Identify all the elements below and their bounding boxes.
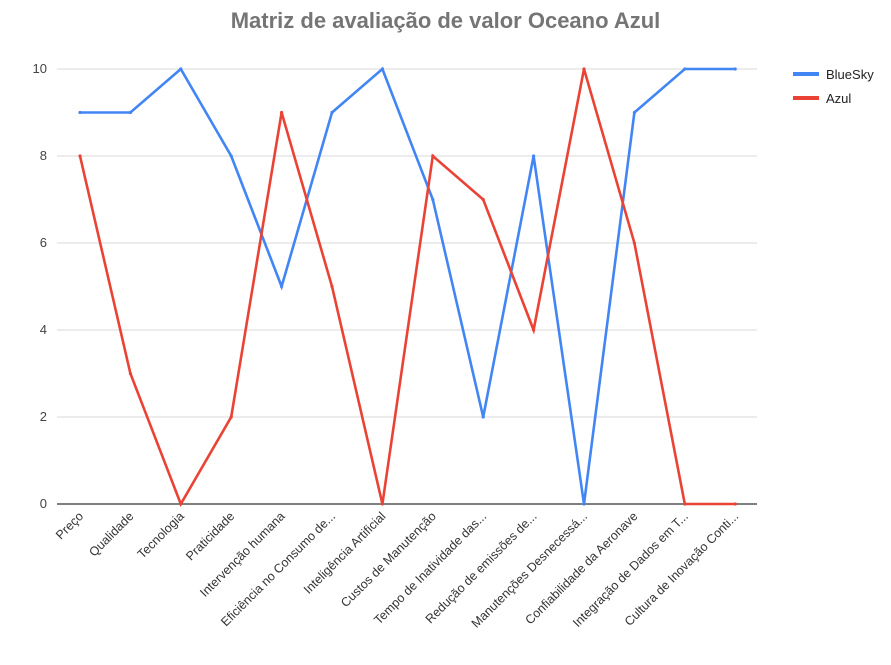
data-point-bluesky[interactable] xyxy=(78,110,82,115)
data-point-azul[interactable] xyxy=(431,154,435,158)
x-axis-category-labels: Preço QualidadeTecnologiaPraticidadeInter… xyxy=(53,509,741,630)
data-point-bluesky[interactable] xyxy=(380,67,384,71)
data-point-azul[interactable] xyxy=(683,502,687,506)
data-point-azul[interactable] xyxy=(330,284,334,289)
legend-swatch-azul xyxy=(793,96,819,100)
y-tick-label: 10 xyxy=(33,61,47,76)
legend-item-bluesky[interactable]: BlueSky xyxy=(793,62,874,86)
chart-title: Matriz de avaliação de valor Oceano Azul xyxy=(230,8,661,33)
data-point-bluesky[interactable] xyxy=(330,110,334,115)
x-category-label: Preço xyxy=(53,509,86,542)
data-point-bluesky[interactable] xyxy=(229,154,233,158)
x-category-label: Qualidade xyxy=(86,509,136,559)
data-point-bluesky[interactable] xyxy=(128,110,132,115)
y-tick-label: 2 xyxy=(40,409,47,424)
data-point-bluesky[interactable] xyxy=(280,284,284,289)
x-category-label: Tecnologia xyxy=(135,509,187,561)
data-point-azul[interactable] xyxy=(733,502,737,506)
y-tick-label: 0 xyxy=(40,496,47,511)
x-category-label: Intervenção humana xyxy=(197,509,288,600)
y-axis-ticks: 0 2 4 6 8 10 xyxy=(33,61,47,511)
data-point-azul[interactable] xyxy=(229,415,233,419)
x-category-label: Custos de Manutenção xyxy=(338,509,439,610)
y-tick-label: 8 xyxy=(40,148,47,163)
data-point-azul[interactable] xyxy=(78,154,82,158)
x-category-label: Praticidade xyxy=(183,509,237,563)
data-point-bluesky[interactable] xyxy=(532,154,536,158)
data-point-azul[interactable] xyxy=(380,502,384,506)
series-line-azul[interactable] xyxy=(78,68,737,507)
data-point-azul[interactable] xyxy=(582,67,586,71)
y-tick-label: 4 xyxy=(40,322,47,337)
legend: BlueSky Azul xyxy=(793,62,874,110)
data-point-azul[interactable] xyxy=(179,502,183,506)
legend-swatch-bluesky xyxy=(793,72,819,76)
data-point-bluesky[interactable] xyxy=(582,502,586,506)
data-point-bluesky[interactable] xyxy=(481,415,485,419)
series-lines xyxy=(78,66,737,507)
data-point-azul[interactable] xyxy=(481,197,485,202)
data-point-bluesky[interactable] xyxy=(683,67,687,71)
data-point-azul[interactable] xyxy=(532,328,536,332)
data-point-bluesky[interactable] xyxy=(632,110,637,115)
legend-item-azul[interactable]: Azul xyxy=(793,86,874,110)
data-point-bluesky[interactable] xyxy=(179,67,183,71)
data-point-azul[interactable] xyxy=(632,241,637,245)
y-tick-label: 6 xyxy=(40,235,47,250)
data-point-bluesky[interactable] xyxy=(733,67,737,71)
data-point-azul[interactable] xyxy=(280,110,284,115)
data-point-bluesky[interactable] xyxy=(431,197,435,202)
series-line-bluesky[interactable] xyxy=(78,66,737,505)
legend-label-bluesky: BlueSky xyxy=(826,66,874,82)
data-point-azul[interactable] xyxy=(128,371,132,376)
legend-label-azul: Azul xyxy=(826,90,852,106)
